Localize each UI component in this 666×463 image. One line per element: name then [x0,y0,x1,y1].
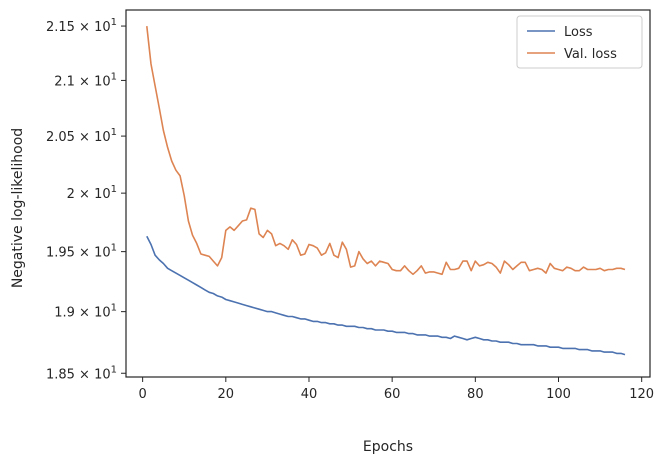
y-tick-label: 1.85 × 101 [46,364,117,382]
x-tick-label: 120 [629,387,654,402]
x-tick-label: 20 [218,387,235,402]
y-axis: 1.85 × 101 1.9 × 101 1.95 × 101 2 × 101 2.05… [46,17,126,382]
y-tick-label: 2 × 101 [67,184,117,202]
legend-label-0: Loss [564,25,593,40]
axes-frame [125,9,651,378]
series-line-0 [146,235,626,356]
x-tick-label: 80 [467,387,484,402]
x-tick-label: 40 [301,387,318,402]
x-axis-label: Epochs [363,439,413,455]
x-axis: 0 20 40 60 80 100 120 [138,377,654,402]
y-tick-label: 2.15 × 101 [46,17,117,35]
y-tick-label: 1.9 × 101 [54,303,117,321]
legend-box [516,15,643,69]
y-tick-label: 1.95 × 101 [46,243,117,261]
series-line-1 [146,26,626,276]
legend-label-1: Val. loss [564,47,617,62]
x-tick-label: 0 [138,387,146,402]
y-tick-label: 2.1 × 101 [54,71,117,89]
y-axis-label: Negative log-likelihood [10,128,26,288]
plot-area [146,26,626,356]
y-tick-label: 2.05 × 101 [46,127,117,145]
x-tick-label: 60 [384,387,401,402]
x-tick-label: 100 [546,387,571,402]
legend: Loss Val. loss [516,15,643,69]
